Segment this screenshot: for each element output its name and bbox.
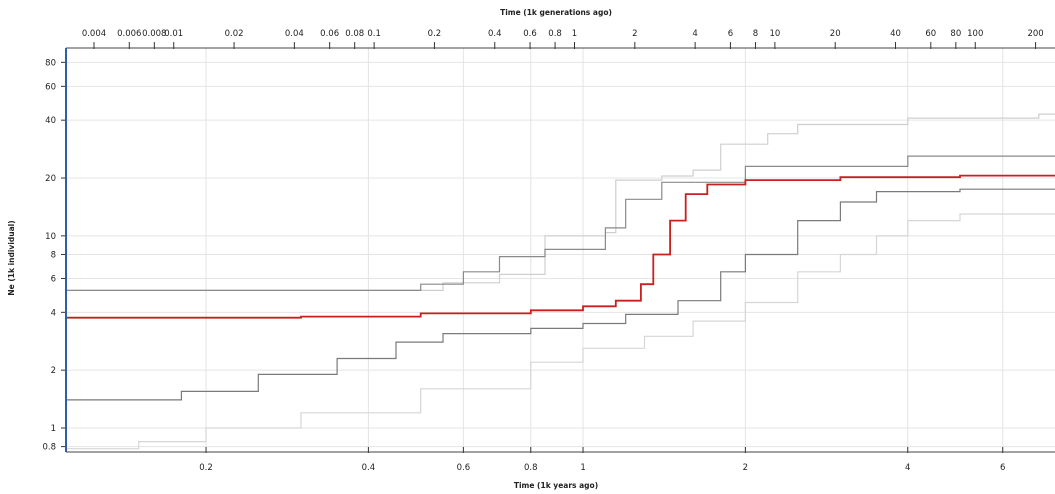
series-layer	[66, 113, 1055, 450]
x2-tick-label: 6	[728, 29, 733, 39]
x-tick-label: 6	[1000, 463, 1005, 473]
x2-tick-label: 0.02	[225, 29, 244, 39]
x2-tick-label: 0.008	[142, 29, 166, 39]
y-tick-label: 1	[51, 424, 56, 434]
series-line-outer-lower	[66, 213, 1055, 450]
x2-tick-label: 80	[950, 29, 961, 39]
y-tick-label: 60	[45, 82, 56, 92]
x2-tick-label: 0.08	[345, 29, 364, 39]
x-tick-label: 0.6	[457, 463, 471, 473]
x2-tick-label: 0.004	[82, 29, 106, 39]
x-tick-label: 0.2	[199, 463, 213, 473]
x-tick-label: 4	[905, 463, 910, 473]
x2-tick-label: 0.04	[285, 29, 304, 39]
series-line-outer-upper	[66, 113, 1055, 291]
x2-tick-label: 0.8	[548, 29, 562, 39]
series-line-inner-lower	[66, 188, 1055, 401]
top-axis-title: Time (1k generations ago)	[500, 8, 612, 17]
x-tick-label: 2	[743, 463, 748, 473]
y-tick-label: 40	[45, 116, 56, 126]
x2-tick-label: 0.06	[320, 29, 339, 39]
x2-tick-label: 20	[830, 29, 841, 39]
x2-tick-label: 0.4	[488, 29, 502, 39]
x2-tick-label: 0.6	[523, 29, 537, 39]
grid	[66, 48, 1055, 452]
series-line-median	[66, 174, 1055, 319]
x2-tick-label: 0.006	[117, 29, 141, 39]
y-tick-label: 6	[51, 274, 56, 284]
y-tick-label: 8	[51, 250, 56, 260]
y-tick-label: 2	[51, 366, 56, 376]
x2-tick-label: 100	[967, 29, 983, 39]
x2-tick-label: 10	[769, 29, 780, 39]
x-tick-label: 0.8	[524, 463, 538, 473]
y-tick-label: 20	[45, 174, 56, 184]
x-tick-label: 0.4	[362, 463, 376, 473]
y-tick-label: 80	[45, 58, 56, 68]
x2-tick-label: 200	[1027, 29, 1043, 39]
x2-tick-label: 60	[925, 29, 936, 39]
x2-tick-label: 8	[753, 29, 758, 39]
x2-tick-label: 2	[632, 29, 637, 39]
x-tick-label: 1	[580, 463, 585, 473]
y-tick-label: 4	[51, 308, 56, 318]
series-line-inner-upper	[66, 155, 1055, 291]
x2-tick-label: 0.1	[367, 29, 381, 39]
x2-tick-label: 40	[890, 29, 901, 39]
bottom-axis-title: Time (1k years ago)	[514, 481, 598, 490]
y-tick-label: 0.8	[42, 443, 56, 453]
x2-tick-label: 1	[572, 29, 577, 39]
x2-tick-label: 0.2	[428, 29, 442, 39]
y-axis-title: Ne (1k individual)	[7, 220, 16, 295]
x2-tick-label: 0.01	[164, 29, 183, 39]
y-tick-label: 10	[45, 232, 56, 242]
x2-tick-label: 4	[692, 29, 697, 39]
